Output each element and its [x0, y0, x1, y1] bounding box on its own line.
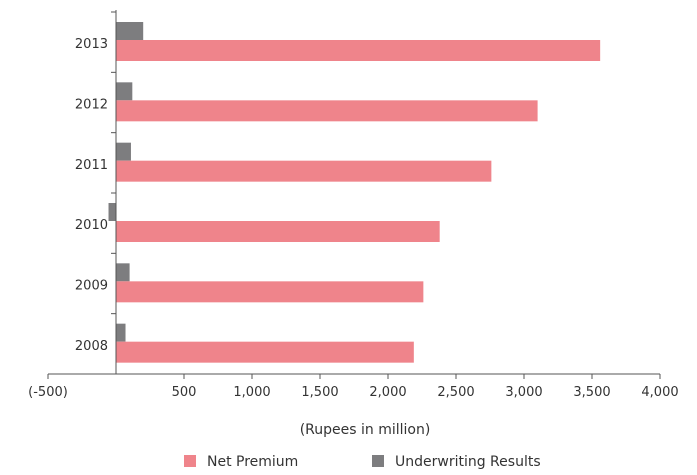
- bar-underwriting-2011: [116, 142, 131, 161]
- legend-item-underwriting-results: Underwriting Results: [372, 454, 541, 470]
- bar-net-premium-2012: [116, 100, 538, 122]
- y-tick-label-2013: 2013: [75, 37, 108, 52]
- legend: Net Premium Underwriting Results: [184, 454, 541, 470]
- x-tick-label-4-000: 4,000: [641, 385, 678, 400]
- legend-item-net-premium: Net Premium: [184, 454, 298, 470]
- x-tick-label-3-500: 3,500: [573, 385, 610, 400]
- legend-label: Net Premium: [207, 454, 298, 470]
- bar-underwriting-2009: [116, 263, 130, 282]
- legend-swatch: [372, 455, 384, 467]
- x-axis-labels: (-500) 500 1,000 1,500 2,000 2,500 3,000 3,500 4…: [28, 385, 678, 400]
- y-axis-ticks: [111, 11, 116, 375]
- x-tick-label-500: (-500): [28, 385, 68, 400]
- x-axis-ticks: [47, 374, 661, 379]
- bar-underwriting-2013: [116, 22, 144, 40]
- bars: [108, 22, 601, 363]
- bar-net-premium-2010: [116, 221, 440, 242]
- y-tick-label-2012: 2012: [75, 98, 108, 113]
- legend-label: Underwriting Results: [395, 454, 541, 470]
- x-tick-label-1-500: 1,500: [301, 385, 338, 400]
- bar-underwriting-2012: [116, 82, 133, 101]
- y-axis-labels: 2013 2012 2011 2010 2009 2008: [75, 37, 108, 354]
- x-tick-label-1-000: 1,000: [233, 385, 270, 400]
- bar-net-premium-2008: [116, 341, 414, 363]
- bar-net-premium-2013: [116, 40, 601, 61]
- y-tick-label-2009: 2009: [75, 279, 108, 294]
- y-tick-label-2011: 2011: [75, 158, 108, 173]
- bar-underwriting-2010: [108, 203, 116, 221]
- bar-underwriting-2008: [116, 323, 126, 342]
- x-tick-label-3-000: 3,000: [505, 385, 542, 400]
- y-tick-label-2008: 2008: [75, 339, 108, 354]
- x-axis-title: (Rupees in million): [300, 422, 431, 438]
- bar-net-premium-2011: [116, 160, 492, 182]
- legend-swatch: [184, 455, 196, 467]
- y-tick-label-2010: 2010: [75, 218, 108, 233]
- x-tick-label-500: 500: [172, 385, 197, 400]
- bar-net-premium-2009: [116, 281, 424, 303]
- x-tick-label-2-000: 2,000: [369, 385, 406, 400]
- x-tick-label-2-500: 2,500: [437, 385, 474, 400]
